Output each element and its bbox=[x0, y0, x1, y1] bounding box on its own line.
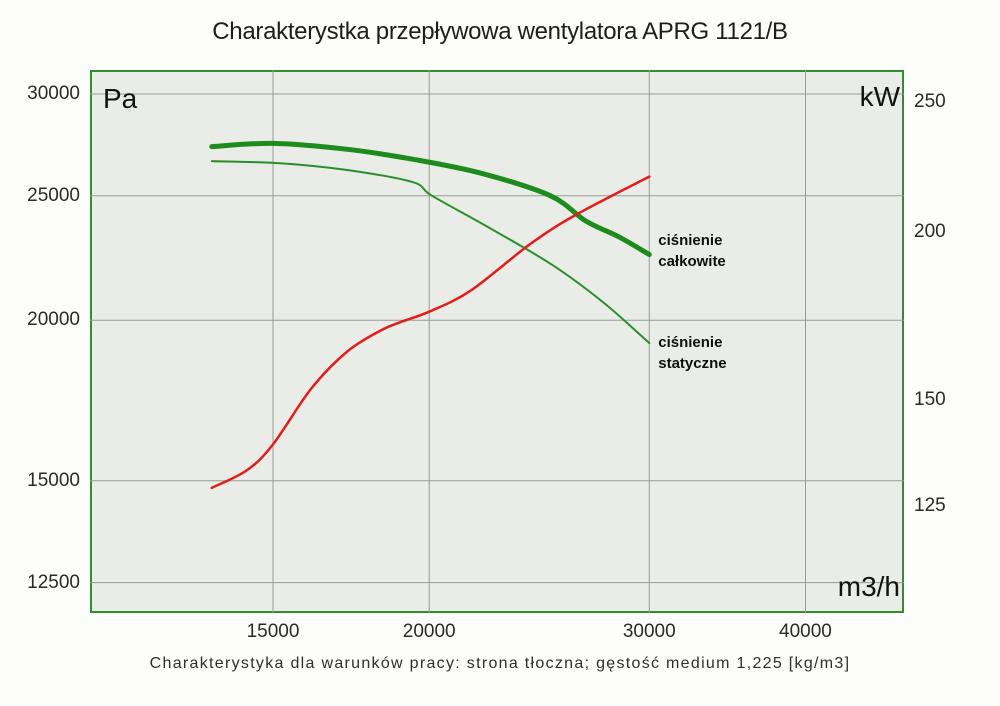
y-right-axis-unit-label: kW bbox=[859, 81, 900, 112]
y-right-tick-label: 150 bbox=[914, 388, 946, 410]
x-tick-label: 40000 bbox=[779, 621, 832, 642]
y-left-tick-label: 12500 bbox=[27, 571, 80, 593]
x-tick-label: 20000 bbox=[402, 621, 456, 642]
y-left-tick-label: 30000 bbox=[27, 83, 80, 104]
y-right-tick-label: 250 bbox=[914, 91, 946, 112]
y-left-tick-label: 15000 bbox=[27, 469, 80, 491]
y-left-axis-unit-label: Pa bbox=[103, 83, 138, 114]
power-curve bbox=[210, 175, 651, 490]
curve-label-line: statyczne bbox=[658, 354, 727, 372]
y-left-tick-label: 20000 bbox=[27, 309, 80, 331]
x-axis-unit-label: m3/h bbox=[837, 571, 900, 602]
chart-title: Charakterystka przepływowa wentylatora A… bbox=[212, 18, 788, 45]
y-right-tick-label: 200 bbox=[914, 221, 946, 243]
x-tick-label: 30000 bbox=[622, 621, 676, 642]
curve-label-line: ciśnienie bbox=[658, 333, 723, 351]
curve-label-całkowite: ciśnienie całkowite bbox=[658, 230, 726, 272]
y-right-tick-label: 125 bbox=[914, 495, 946, 517]
curve-label-line: całkowite bbox=[658, 253, 726, 271]
x-tick-label: 15000 bbox=[246, 621, 300, 642]
y-left-tick-label: 25000 bbox=[27, 184, 80, 206]
chart-caption: Charakterystyka dla warunków pracy: stro… bbox=[149, 655, 851, 672]
curve-label-line: ciśnienie bbox=[658, 232, 723, 250]
static-pressure-curve bbox=[210, 160, 651, 345]
total-pressure-curve bbox=[209, 140, 652, 257]
plot-canvas bbox=[90, 70, 904, 613]
curve-label-statyczne: ciśnienie statyczne bbox=[658, 332, 726, 374]
plot-area: Pa kW m3/h bbox=[90, 70, 904, 613]
